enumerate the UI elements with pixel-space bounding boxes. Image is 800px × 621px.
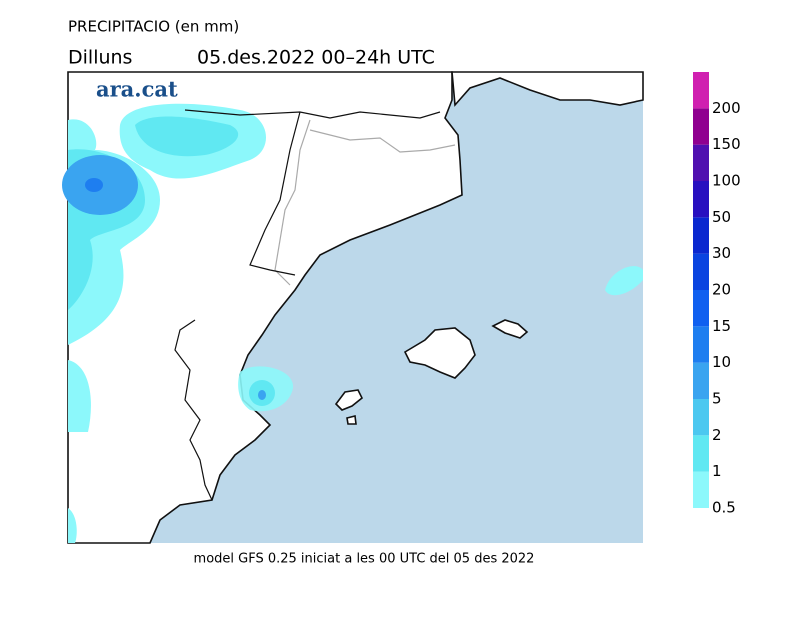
legend-swatch — [693, 290, 709, 327]
legend-swatch — [693, 471, 709, 508]
legend-swatch — [693, 181, 709, 218]
precip-area — [68, 360, 91, 432]
border — [274, 119, 456, 286]
logo: ara.cat — [96, 77, 178, 102]
legend-label: 100 — [712, 172, 741, 190]
island — [334, 389, 364, 411]
legend-label: 2 — [712, 426, 722, 444]
period: 05.des.2022 00–24h UTC — [197, 47, 435, 69]
legend-label: 200 — [712, 99, 741, 117]
legend-label: 0.5 — [712, 499, 736, 517]
legend-swatch — [693, 217, 709, 254]
legend-label: 10 — [712, 353, 731, 371]
land — [67, 71, 463, 544]
legend-label: 20 — [712, 281, 731, 299]
legend-swatch — [693, 72, 709, 109]
island — [403, 327, 476, 379]
legend-label: 50 — [712, 208, 731, 226]
legend-swatch — [693, 362, 709, 399]
legend-label: 30 — [712, 244, 731, 262]
map — [62, 71, 644, 544]
legend-swatch — [693, 108, 709, 145]
footer: model GFS 0.25 iniciat a les 00 UTC del … — [194, 552, 535, 567]
legend-swatch — [693, 435, 709, 472]
island — [346, 415, 357, 425]
precip-area — [605, 266, 643, 296]
legend-label: 150 — [712, 135, 741, 153]
legend-label: 5 — [712, 390, 722, 408]
day: Dilluns — [68, 47, 132, 69]
precip-area — [68, 508, 77, 543]
island — [491, 319, 529, 339]
legend-label: 15 — [712, 317, 731, 335]
legend-label: 1 — [712, 462, 722, 480]
precip-area — [135, 116, 239, 157]
legend-swatch — [693, 326, 709, 363]
title: PRECIPITACIO (en mm) — [68, 18, 239, 36]
precip-area — [85, 178, 103, 192]
legend-swatch — [693, 144, 709, 181]
precip-area — [258, 390, 266, 400]
legend-swatch — [693, 399, 709, 436]
legend-swatch — [693, 253, 709, 290]
border — [174, 109, 441, 501]
land-france — [451, 71, 644, 107]
